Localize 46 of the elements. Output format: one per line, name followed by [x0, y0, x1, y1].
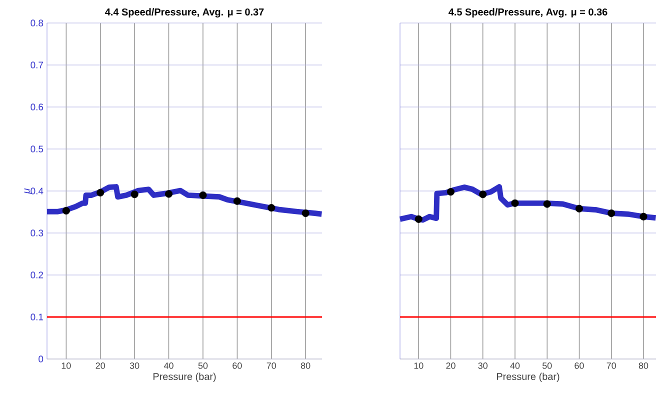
y-tick-label: 0.2	[30, 272, 44, 278]
x-tick-label: 20	[446, 362, 456, 369]
x-tick-label: 30	[130, 362, 140, 369]
y-tick-label: 0.5	[30, 146, 44, 152]
point	[446, 188, 455, 196]
chart-title: 4.4 Speed/Pressure, Avg. μ = 0.37	[105, 8, 264, 18]
x-tick-label: 10	[62, 362, 71, 369]
point	[543, 200, 551, 208]
point	[479, 190, 487, 198]
point	[302, 209, 310, 218]
y-tick-label: 0.4	[30, 188, 44, 194]
point	[511, 199, 519, 207]
y-tick-label: 0.3	[30, 230, 44, 236]
x-tick-label: 80	[300, 362, 310, 369]
point	[62, 206, 70, 215]
point	[414, 215, 422, 223]
x-tick-label: 40	[164, 362, 174, 369]
x-tick-label: 20	[96, 362, 106, 369]
point	[96, 188, 104, 196]
point	[130, 190, 138, 198]
x-tick-label: 80	[638, 362, 648, 369]
x-tick-label: 60	[574, 362, 584, 369]
point	[608, 209, 616, 218]
y-axis-title: μ	[24, 188, 32, 194]
point	[199, 191, 207, 199]
point	[268, 204, 276, 212]
x-axis-title: Pressure (bar)	[496, 372, 560, 382]
chart-title: 4.5 Speed/Pressure, Avg. μ = 0.36	[448, 8, 608, 18]
point	[575, 204, 584, 212]
point	[164, 190, 173, 198]
x-tick-label: 10	[414, 362, 424, 369]
x-tick-label: 50	[542, 362, 552, 369]
x-tick-label: 40	[510, 362, 520, 369]
point	[233, 197, 241, 205]
y-tick-label: 0	[38, 356, 44, 362]
x-axis-title: Pressure (bar)	[153, 372, 216, 382]
x-tick-label: 30	[478, 362, 488, 369]
y-tick-label: 0.7	[30, 62, 44, 68]
y-tick-label: 0.8	[30, 20, 44, 26]
x-tick-label: 60	[232, 362, 242, 369]
x-tick-label: 70	[266, 362, 276, 369]
point	[640, 212, 648, 220]
y-tick-label: 0.6	[30, 104, 44, 110]
x-tick-label: 70	[606, 362, 616, 369]
y-tick-label: 0.1	[30, 314, 44, 320]
x-tick-label: 50	[198, 362, 208, 369]
